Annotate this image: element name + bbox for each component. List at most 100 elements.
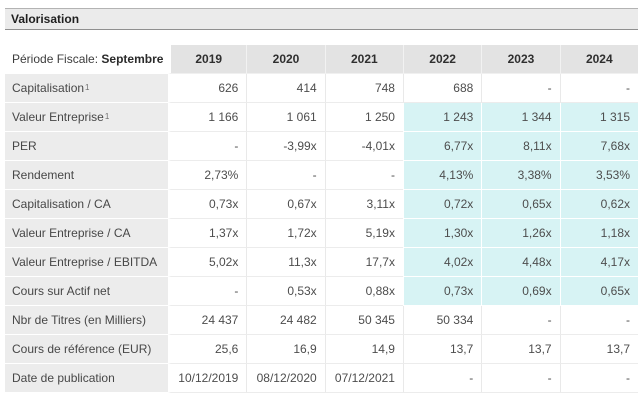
table-row: Date de publication 10/12/2019 08/12/2020 0… xyxy=(5,364,638,393)
row-label: Cours de référence (EUR) xyxy=(5,335,169,364)
value-cell: 7,68x xyxy=(559,132,638,161)
row-label-text: Cours sur Actif net xyxy=(12,284,111,298)
value-cell: 4,02x xyxy=(402,248,482,277)
value-cell: 3,53% xyxy=(559,161,638,190)
table-row: Valeur Entreprise / EBITDA 5,02x 11,3x 17,7… xyxy=(5,248,638,277)
row-label: Nbr de Titres (en Milliers) xyxy=(5,306,169,335)
value-cell: 1,30x xyxy=(402,219,482,248)
value-cell: 1 344 xyxy=(481,103,560,132)
value-cell: 3,11x xyxy=(324,190,403,219)
value-cell: 8,11x xyxy=(481,132,560,161)
value-cell: 1,26x xyxy=(481,219,560,248)
value-cell: 0,88x xyxy=(324,277,403,306)
year-header: 2024 xyxy=(559,45,638,74)
value-cell: 13,7 xyxy=(402,335,482,364)
year-header: 2020 xyxy=(246,45,325,74)
value-cell: - xyxy=(168,132,247,161)
value-cell: 16,9 xyxy=(246,335,325,364)
value-cell: 0,67x xyxy=(246,190,325,219)
value-cell: 10/12/2019 xyxy=(168,364,247,393)
value-cell: 0,62x xyxy=(559,190,638,219)
value-cell: 3,38% xyxy=(481,161,560,190)
value-cell: 1,18x xyxy=(559,219,638,248)
value-cell: 0,65x xyxy=(559,277,638,306)
value-cell: 50 345 xyxy=(324,306,403,335)
row-label-text: Capitalisation / CA xyxy=(12,197,111,211)
row-label: Rendement xyxy=(5,161,169,190)
fiscal-period-header: Période Fiscale: Septembre xyxy=(5,45,169,74)
value-cell: 6,77x xyxy=(402,132,482,161)
value-cell: 1 166 xyxy=(168,103,247,132)
row-label-text: Cours de référence (EUR) xyxy=(12,342,152,356)
value-cell: 25,6 xyxy=(168,335,247,364)
table-row: Nbr de Titres (en Milliers) 24 437 24 482 5… xyxy=(5,306,638,335)
value-cell: - xyxy=(402,364,482,393)
row-label-text: Valeur Entreprise xyxy=(12,110,104,124)
value-cell: - xyxy=(324,161,403,190)
value-cell: 14,9 xyxy=(324,335,403,364)
row-label-text: Nbr de Titres (en Milliers) xyxy=(12,313,147,327)
value-cell: 24 482 xyxy=(246,306,325,335)
footnote-marker: 1 xyxy=(104,112,110,121)
section-title: Valorisation xyxy=(5,8,638,30)
value-cell: 0,65x xyxy=(481,190,560,219)
value-cell: -4,01x xyxy=(324,132,403,161)
fiscal-period-value: Septembre xyxy=(101,52,164,66)
value-cell: 0,69x xyxy=(481,277,560,306)
value-cell: 07/12/2021 xyxy=(324,364,403,393)
row-label-text: Valeur Entreprise / EBITDA xyxy=(12,255,158,269)
valuation-table: Période Fiscale: Septembre 2019 2020 2021 2… xyxy=(5,45,638,393)
value-cell: 08/12/2020 xyxy=(246,364,325,393)
value-cell: 748 xyxy=(324,74,403,103)
value-cell: 5,19x xyxy=(324,219,403,248)
row-label: Valeur Entreprise / EBITDA xyxy=(5,248,169,277)
table-header-row: Période Fiscale: Septembre 2019 2020 2021 2… xyxy=(5,45,638,74)
footnote-marker: 1 xyxy=(85,83,90,92)
value-cell: - xyxy=(481,306,560,335)
row-label-text: PER xyxy=(12,139,37,153)
year-header: 2023 xyxy=(481,45,560,74)
row-label-text: Date de publication xyxy=(12,371,115,385)
value-cell: 0,73x xyxy=(402,277,482,306)
value-cell: - xyxy=(559,306,638,335)
value-cell: 1 250 xyxy=(324,103,403,132)
value-cell: 2,73% xyxy=(168,161,247,190)
row-label: Valeur Entreprise1 xyxy=(5,103,169,132)
value-cell: - xyxy=(246,161,325,190)
value-cell: 1,72x xyxy=(246,219,325,248)
table-row: PER - -3,99x -4,01x 6,77x 8,11x 7,68x xyxy=(5,132,638,161)
value-cell: - xyxy=(168,277,247,306)
value-cell: 1 315 xyxy=(559,103,638,132)
value-cell: 11,3x xyxy=(246,248,325,277)
table-row: Cours sur Actif net -0,53x 0,88x 0,73x 0,69x… xyxy=(5,277,638,306)
year-header: 2021 xyxy=(324,45,403,74)
value-cell: 1 243 xyxy=(402,103,482,132)
value-cell: 0,72x xyxy=(402,190,482,219)
row-label: PER xyxy=(5,132,169,161)
value-cell: 4,48x xyxy=(481,248,560,277)
table-row: Valeur Entreprise / CA 1,37x 1,72x 5,19x 1,3… xyxy=(5,219,638,248)
value-cell: 0,73x xyxy=(168,190,247,219)
value-cell: 1 061 xyxy=(246,103,325,132)
value-cell: 1,37x xyxy=(168,219,247,248)
row-label-text: Rendement xyxy=(12,168,75,182)
row-label: Date de publication xyxy=(5,364,169,393)
value-cell: 0,53x xyxy=(246,277,325,306)
table-row: Capitalisation1 626 414 748 688- - xyxy=(5,74,638,103)
value-cell: 688 xyxy=(402,74,482,103)
value-cell: 17,7x xyxy=(324,248,403,277)
value-cell: - xyxy=(559,74,638,103)
value-cell: 4,17x xyxy=(559,248,638,277)
year-header: 2019 xyxy=(168,45,247,74)
table-row: Cours de référence (EUR) 25,6 16,9 14,9 13,7… xyxy=(5,335,638,364)
value-cell: 50 334 xyxy=(402,306,482,335)
row-label: Valeur Entreprise / CA xyxy=(5,219,169,248)
value-cell: 4,13% xyxy=(402,161,482,190)
row-label: Capitalisation / CA xyxy=(5,190,169,219)
value-cell: - xyxy=(481,74,560,103)
value-cell: 5,02x xyxy=(168,248,247,277)
row-label-text: Valeur Entreprise / CA xyxy=(12,226,131,240)
table-row: Capitalisation / CA 0,73x 0,67x 3,11x 0,72x 0… xyxy=(5,190,638,219)
value-cell: -3,99x xyxy=(246,132,325,161)
